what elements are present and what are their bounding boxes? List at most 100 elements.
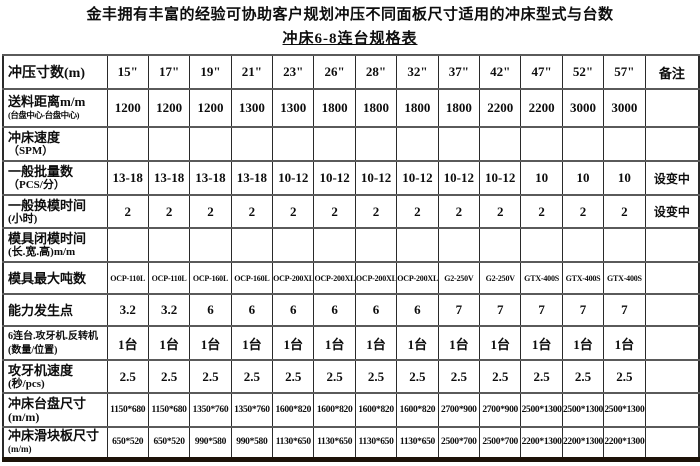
- page-title: 金丰拥有丰富的经验可协助客户规划冲压不同面板尺寸适用的冲床型式与台数: [86, 7, 614, 23]
- data-cell: 1台: [479, 325, 522, 361]
- data-cell: [561, 227, 605, 263]
- data-cell: OCP-160L: [189, 261, 232, 295]
- data-cell: 1150*680: [106, 392, 149, 428]
- data-cell: 6: [354, 293, 398, 327]
- table-row: 一般换模时间 (小时) 2 2 2 2 2 2 2 2 2 2 2 2 2 设变中: [2, 194, 700, 229]
- data-cell: 1130*650: [354, 426, 398, 460]
- row-label-text: 6连台.攻牙机.反转机: [8, 331, 98, 342]
- data-cell: [272, 126, 315, 162]
- row-sublabel-text: (小时): [8, 212, 38, 225]
- data-cell: 13-18: [189, 160, 232, 196]
- remark-cell: 设变中: [644, 160, 700, 196]
- data-cell: [313, 227, 356, 263]
- data-cell: 1200: [147, 88, 191, 128]
- data-cell: 650*520: [106, 426, 149, 460]
- remark-cell: 设变中: [644, 194, 700, 229]
- data-cell: 2200: [479, 88, 522, 128]
- data-cell: 1台: [354, 325, 398, 361]
- data-cell: [603, 227, 646, 263]
- column-header: 37": [437, 54, 481, 90]
- table-row: 冲床台盘尺寸 (m/m) 1150*680 1150*680 1350*760 1350*…: [2, 392, 700, 428]
- table-row: 一般批量数 （PCS/分） 13-18 13-18 13-18 13-18 10-12 10-…: [2, 160, 700, 196]
- data-cell: 1台: [313, 325, 356, 361]
- row-label-cell: 能力发生点: [2, 293, 108, 327]
- remark-cell: [644, 227, 700, 263]
- table-row: 冲床速度 （SPM）: [2, 126, 700, 162]
- data-cell: 1150*680: [147, 392, 191, 428]
- row-label-cell: 冲床滑块板尺寸 (m/m): [2, 426, 108, 460]
- data-cell: 2500*1300: [561, 392, 605, 428]
- data-cell: 2.5: [396, 359, 439, 394]
- data-cell: [479, 126, 522, 162]
- data-cell: [479, 227, 522, 263]
- data-cell: 2700*900: [437, 392, 481, 428]
- data-cell: [147, 227, 191, 263]
- spec-table: 冲压寸数(m) 15" 17" 19" 21" 23" 26" 28" 32" 37" 42" 47"…: [2, 54, 700, 462]
- row-label-cell: 冲床速度 （SPM）: [2, 126, 108, 162]
- data-cell: 10: [603, 160, 646, 196]
- data-cell: 7: [561, 293, 605, 327]
- data-cell: OCP-200XL: [272, 261, 315, 295]
- data-cell: 1台: [437, 325, 481, 361]
- column-header: 47": [520, 54, 563, 90]
- data-cell: [437, 126, 481, 162]
- data-cell: [396, 227, 439, 263]
- data-cell: 2500*700: [437, 426, 481, 460]
- column-header: 23": [272, 54, 315, 90]
- column-header: 57": [603, 54, 646, 90]
- remark-cell: [644, 261, 700, 295]
- data-cell: 1800: [437, 88, 481, 128]
- data-cell: 2.5: [561, 359, 605, 394]
- data-cell: 10-12: [354, 160, 398, 196]
- data-cell: 2.5: [230, 359, 274, 394]
- remark-cell: [644, 88, 700, 128]
- data-cell: 1200: [189, 88, 232, 128]
- data-cell: [272, 227, 315, 263]
- data-cell: 2.5: [603, 359, 646, 394]
- data-cell: 2.5: [189, 359, 232, 394]
- row-label-text: 模具闭模时间: [8, 231, 87, 246]
- data-cell: 2500*1300: [603, 392, 646, 428]
- row-sublabel-text: (m/m): [8, 410, 40, 424]
- data-cell: 1台: [272, 325, 315, 361]
- data-cell: OCP-110L: [106, 261, 149, 295]
- data-cell: 2500*1300: [520, 392, 563, 428]
- data-cell: GTX-400S: [520, 261, 563, 295]
- column-header: 52": [561, 54, 605, 90]
- data-cell: G2-250V: [437, 261, 481, 295]
- data-cell: OCP-200XL: [396, 261, 439, 295]
- page-subtitle: 冲床6-8连台规格表: [282, 31, 418, 47]
- data-cell: 2: [479, 194, 522, 229]
- data-cell: [437, 227, 481, 263]
- column-header: 21": [230, 54, 274, 90]
- row-sublabel-text: (数量/位置): [8, 345, 58, 356]
- data-cell: 13-18: [147, 160, 191, 196]
- table-row: 6连台.攻牙机.反转机 (数量/位置) 1台 1台 1台 1台 1台 1台 1台 1台 1台 1台 1台…: [2, 325, 700, 361]
- data-cell: 2.5: [272, 359, 315, 394]
- data-cell: 2: [520, 194, 563, 229]
- column-header: 15": [106, 54, 149, 90]
- data-cell: 2200: [520, 88, 563, 128]
- data-cell: 10-12: [313, 160, 356, 196]
- data-cell: 2: [396, 194, 439, 229]
- data-cell: 1台: [396, 325, 439, 361]
- data-cell: [189, 126, 232, 162]
- data-cell: 1600*820: [354, 392, 398, 428]
- row-sublabel-text: （PCS/分）: [8, 179, 65, 191]
- data-cell: OCP-200XL: [313, 261, 356, 295]
- data-cell: 1350*760: [230, 392, 274, 428]
- data-cell: [396, 126, 439, 162]
- table-row: 送料距离m/m (台盘中心-台盘中心) 1200 1200 1200 1300 1300 18…: [2, 88, 700, 128]
- data-cell: 1600*820: [272, 392, 315, 428]
- column-header: 28": [354, 54, 398, 90]
- data-cell: 1130*650: [272, 426, 315, 460]
- data-cell: 1台: [147, 325, 191, 361]
- column-header: 17": [147, 54, 191, 90]
- data-cell: 1300: [230, 88, 274, 128]
- data-cell: 2: [147, 194, 191, 229]
- data-cell: 2: [603, 194, 646, 229]
- data-cell: 990*580: [189, 426, 232, 460]
- table-row: 模具最大吨数 OCP-110L OCP-110L OCP-160L OCP-160L OC…: [2, 261, 700, 295]
- data-cell: 2.5: [479, 359, 522, 394]
- data-cell: 7: [603, 293, 646, 327]
